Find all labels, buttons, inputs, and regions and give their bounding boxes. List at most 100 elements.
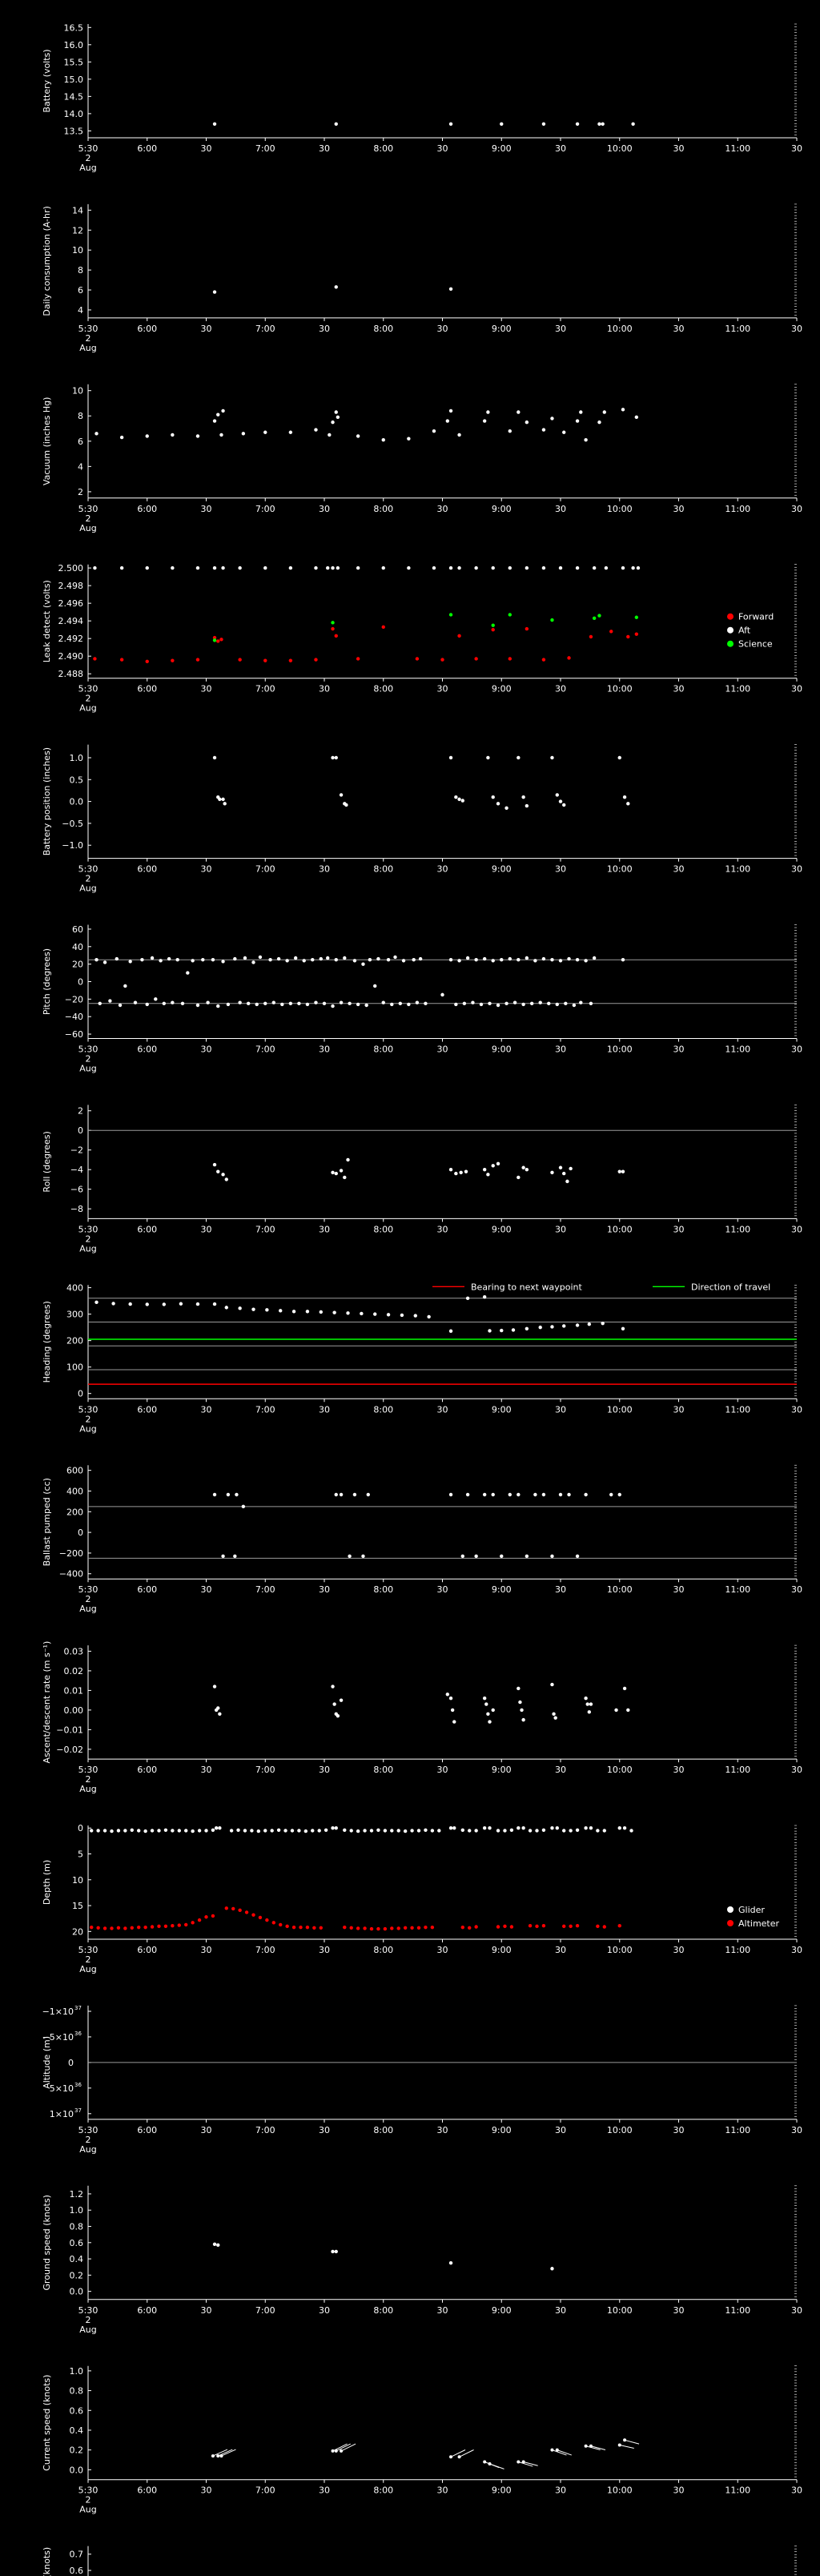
data-point — [211, 1914, 215, 1918]
data-point — [216, 2243, 220, 2248]
data-point — [175, 957, 179, 962]
data-point — [508, 613, 512, 617]
data-point — [525, 566, 529, 570]
x-tick-label: 30 — [555, 2125, 566, 2135]
data-point — [343, 1925, 347, 1930]
data-point — [462, 1001, 467, 1006]
y-tick-label: −0.5 — [62, 819, 83, 829]
x-tick-label: 9:00 — [492, 1765, 512, 1775]
data-point — [488, 1329, 492, 1333]
current-vector — [221, 2449, 236, 2457]
x-tick-label: 9:00 — [492, 1945, 512, 1955]
data-point — [525, 803, 529, 808]
data-point — [596, 1924, 600, 1929]
data-point — [401, 959, 406, 963]
x-date-day: 2 — [86, 694, 91, 704]
data-point — [636, 566, 641, 570]
data-point — [634, 415, 639, 420]
data-point — [410, 1829, 414, 1833]
data-point — [221, 566, 225, 570]
data-point — [219, 638, 223, 642]
x-tick-label: 30 — [319, 1224, 330, 1234]
data-point — [584, 959, 588, 963]
current-vector — [523, 2461, 538, 2466]
data-point — [299, 1925, 303, 1930]
y-tick-label: 15.5 — [64, 57, 84, 67]
data-point — [216, 1169, 220, 1173]
data-point — [312, 1926, 316, 1930]
data-point — [343, 956, 347, 960]
data-point — [459, 1170, 463, 1175]
data-point — [471, 1000, 475, 1004]
data-point — [238, 1908, 242, 1913]
data-point — [457, 566, 461, 570]
y-tick-label: 13.5 — [64, 126, 84, 136]
data-point — [440, 658, 444, 662]
data-point — [592, 616, 597, 621]
data-point — [331, 566, 335, 570]
data-point — [94, 1300, 98, 1304]
x-tick-label: 30 — [201, 324, 212, 334]
data-point — [550, 1325, 554, 1329]
data-point — [488, 1001, 492, 1006]
data-point — [344, 803, 348, 807]
x-tick-label: 30 — [319, 1044, 330, 1055]
data-point — [243, 956, 247, 960]
data-point — [517, 410, 521, 414]
x-tick-label: 6:00 — [137, 1224, 157, 1234]
data-point — [547, 1001, 551, 1006]
data-point — [631, 122, 635, 126]
data-point — [270, 1829, 274, 1833]
data-point — [235, 1492, 239, 1497]
data-point — [356, 434, 360, 438]
data-point — [336, 415, 340, 420]
data-point — [376, 1926, 380, 1931]
data-point — [221, 960, 225, 964]
data-point — [143, 1925, 147, 1930]
data-point — [614, 1708, 618, 1713]
x-tick-label: 9:00 — [492, 2485, 512, 2496]
data-point — [562, 1829, 566, 1833]
data-point — [448, 1492, 453, 1497]
y-tick-label: 600 — [66, 1466, 83, 1476]
y-axis-label: Battery (volts) — [42, 49, 52, 112]
data-point — [597, 122, 601, 126]
x-tick-label: 5:30 — [78, 1224, 98, 1234]
x-tick-label: 10:00 — [607, 324, 633, 334]
data-point — [626, 1708, 630, 1713]
data-point — [346, 1311, 350, 1315]
data-point — [589, 1702, 593, 1706]
data-point — [448, 957, 453, 962]
data-point — [137, 1829, 141, 1833]
data-point — [558, 566, 563, 570]
x-tick-label: 6:00 — [137, 684, 157, 694]
x-tick-label: 30 — [201, 504, 212, 514]
x-tick-label: 30 — [791, 324, 802, 334]
current-vector — [624, 2439, 640, 2445]
x-date-month: Aug — [79, 1423, 96, 1434]
x-tick-label: 6:00 — [137, 1404, 157, 1415]
x-tick-label: 10:00 — [607, 1224, 633, 1234]
x-tick-label: 5:30 — [78, 504, 98, 514]
data-point — [491, 623, 495, 627]
y-tick-label: 0.6 — [70, 2238, 84, 2248]
data-point — [145, 659, 149, 663]
x-tick-label: 30 — [673, 1584, 685, 1595]
y-tick-label: 0.01 — [64, 1685, 84, 1696]
y-axis-label: Ballast pumped (cc) — [42, 1478, 52, 1566]
x-tick-label: 10:00 — [607, 1765, 633, 1775]
data-point — [285, 959, 289, 963]
x-tick-label: 30 — [437, 1404, 448, 1415]
data-point — [521, 1165, 525, 1169]
data-point — [102, 1829, 107, 1833]
data-point — [229, 1829, 234, 1833]
data-point — [448, 122, 453, 126]
data-point — [474, 566, 478, 570]
data-point — [221, 1554, 225, 1559]
data-point — [130, 1828, 134, 1833]
data-point — [288, 430, 293, 434]
x-tick-label: 30 — [201, 1224, 212, 1234]
data-point — [258, 955, 263, 960]
data-point — [617, 755, 621, 760]
data-point — [407, 566, 411, 570]
